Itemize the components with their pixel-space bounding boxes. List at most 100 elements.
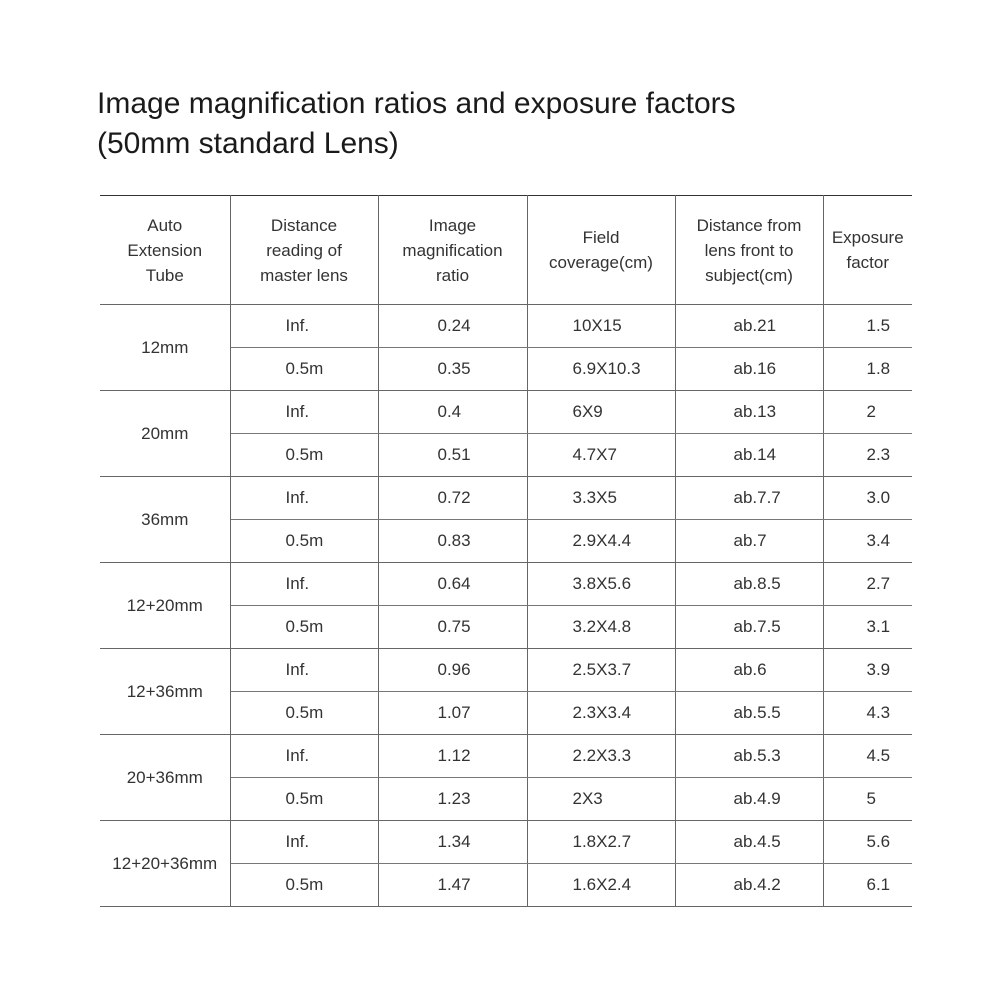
cell-extension-tube: 12+20mm [100,562,231,649]
cell-exposure-factor: 6.1 [822,863,912,907]
cell-distance-to-subject: ab.5.5 [674,691,824,735]
cell-exposure-factor: 2.7 [822,562,912,606]
header-magnification-ratio: Image magnification ratio [377,195,528,305]
cell-distance-to-subject: ab.4.5 [674,820,824,864]
cell-distance-reading: 0.5m [229,691,379,735]
cell-distance-reading: Inf. [229,648,379,692]
cell-exposure-factor: 1.8 [822,347,912,391]
cell-distance-reading: Inf. [229,304,379,348]
header-row: Auto Extension Tube Distance reading of … [100,195,912,305]
cell-distance-to-subject: ab.7.5 [674,605,824,649]
table-row: 0.5m 1.07 2.3X3.4 ab.5.5 4.3 [100,691,912,735]
cell-extension-tube: 20+36mm [100,734,231,821]
cell-exposure-factor: 5 [822,777,912,821]
cell-extension-tube: 12mm [100,304,231,391]
cell-field-coverage: 3.8X5.6 [526,562,676,606]
header-auto-extension-tube: Auto Extension Tube [100,195,231,305]
table-row: 12mm Inf. 0.24 10X15 ab.21 1.5 [100,304,912,391]
cell-field-coverage: 10X15 [526,304,676,348]
cell-magnification-ratio: 0.72 [377,476,528,520]
cell-exposure-factor: 2.3 [822,433,912,477]
cell-exposure-factor: 5.6 [822,820,912,864]
header-exposure-factor: Exposure factor [822,195,912,305]
table-row: 36mm Inf. 0.72 3.3X5 ab.7.7 3.0 [100,476,912,563]
cell-distance-to-subject: ab.16 [674,347,824,391]
cell-magnification-ratio: 0.4 [377,390,528,434]
table-row: 0.5m 0.83 2.9X4.4 ab.7 3.4 [100,519,912,563]
cell-exposure-factor: 4.5 [822,734,912,778]
table-row: 20+36mm Inf. 1.12 2.2X3.3 ab.5.3 4.5 [100,734,912,821]
cell-distance-reading: Inf. [229,820,379,864]
cell-distance-reading: 0.5m [229,777,379,821]
header-distance-reading: Distance reading of master lens [229,195,379,305]
table-row: 0.5m 1.47 1.6X2.4 ab.4.2 6.1 [100,863,912,907]
cell-magnification-ratio: 0.24 [377,304,528,348]
cell-distance-to-subject: ab.6 [674,648,824,692]
title-line-2: (50mm standard Lens) [97,127,399,160]
cell-field-coverage: 1.8X2.7 [526,820,676,864]
cell-distance-to-subject: ab.13 [674,390,824,434]
cell-distance-to-subject: ab.8.5 [674,562,824,606]
cell-exposure-factor: 3.4 [822,519,912,563]
cell-distance-to-subject: ab.4.2 [674,863,824,907]
cell-field-coverage: 3.3X5 [526,476,676,520]
cell-magnification-ratio: 0.51 [377,433,528,477]
cell-field-coverage: 2X3 [526,777,676,821]
cell-magnification-ratio: 0.83 [377,519,528,563]
cell-distance-to-subject: ab.14 [674,433,824,477]
cell-field-coverage: 2.3X3.4 [526,691,676,735]
cell-distance-reading: 0.5m [229,863,379,907]
table-row: 20mm Inf. 0.4 6X9 ab.13 2 [100,390,912,477]
cell-magnification-ratio: 1.47 [377,863,528,907]
cell-field-coverage: 1.6X2.4 [526,863,676,907]
table-row: 0.5m 0.51 4.7X7 ab.14 2.3 [100,433,912,477]
cell-magnification-ratio: 1.23 [377,777,528,821]
table-row: 0.5m 0.75 3.2X4.8 ab.7.5 3.1 [100,605,912,649]
cell-distance-reading: Inf. [229,562,379,606]
cell-exposure-factor: 3.1 [822,605,912,649]
cell-magnification-ratio: 0.75 [377,605,528,649]
cell-exposure-factor: 2 [822,390,912,434]
cell-distance-to-subject: ab.7.7 [674,476,824,520]
table-row: 0.5m 1.23 2X3 ab.4.9 5 [100,777,912,821]
cell-distance-to-subject: ab.7 [674,519,824,563]
cell-magnification-ratio: 0.35 [377,347,528,391]
cell-distance-reading: Inf. [229,476,379,520]
cell-distance-to-subject: ab.5.3 [674,734,824,778]
table-body: 12mm Inf. 0.24 10X15 ab.21 1.5 0.5m 0.35 6.9X10.… [100,304,912,907]
cell-magnification-ratio: 1.12 [377,734,528,778]
cell-distance-reading: 0.5m [229,347,379,391]
cell-magnification-ratio: 0.64 [377,562,528,606]
cell-field-coverage: 6.9X10.3 [526,347,676,391]
cell-distance-reading: Inf. [229,734,379,778]
cell-field-coverage: 2.2X3.3 [526,734,676,778]
magnification-table: Auto Extension Tube Distance reading of … [100,195,912,907]
cell-magnification-ratio: 1.34 [377,820,528,864]
table-row: 12+20+36mm Inf. 1.34 1.8X2.7 ab.4.5 5.6 [100,820,912,907]
cell-distance-to-subject: ab.4.9 [674,777,824,821]
page-title: Image magnification ratios and exposure … [97,84,736,164]
cell-extension-tube: 20mm [100,390,231,477]
cell-distance-reading: 0.5m [229,519,379,563]
header-field-coverage: Field coverage(cm) [526,195,676,305]
cell-distance-reading: 0.5m [229,433,379,477]
cell-distance-reading: Inf. [229,390,379,434]
cell-field-coverage: 6X9 [526,390,676,434]
cell-exposure-factor: 1.5 [822,304,912,348]
table-row: 12+36mm Inf. 0.96 2.5X3.7 ab.6 3.9 [100,648,912,735]
cell-field-coverage: 2.5X3.7 [526,648,676,692]
cell-extension-tube: 12+36mm [100,648,231,735]
header-distance-to-subject: Distance from lens front to subject(cm) [674,195,824,305]
cell-extension-tube: 12+20+36mm [100,820,231,907]
cell-distance-to-subject: ab.21 [674,304,824,348]
cell-field-coverage: 2.9X4.4 [526,519,676,563]
cell-magnification-ratio: 1.07 [377,691,528,735]
cell-distance-reading: 0.5m [229,605,379,649]
cell-field-coverage: 3.2X4.8 [526,605,676,649]
table-row: 12+20mm Inf. 0.64 3.8X5.6 ab.8.5 2.7 [100,562,912,649]
cell-exposure-factor: 3.0 [822,476,912,520]
cell-extension-tube: 36mm [100,476,231,563]
cell-magnification-ratio: 0.96 [377,648,528,692]
cell-field-coverage: 4.7X7 [526,433,676,477]
cell-exposure-factor: 4.3 [822,691,912,735]
